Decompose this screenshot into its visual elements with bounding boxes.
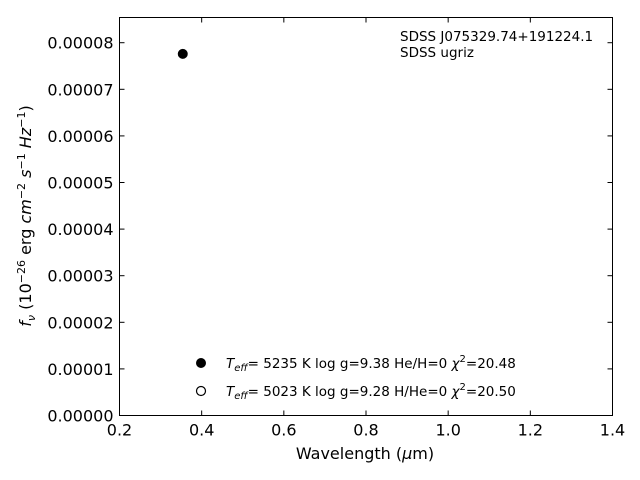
y-axis-title: fν (10−26 erg cm−2 s−1 Hz−1) — [15, 105, 38, 326]
x-tick-label: 0.2 — [107, 421, 132, 440]
annotation-object-name: SDSS J075329.74+191224.1 — [400, 29, 593, 45]
x-tick-label: 0.4 — [189, 421, 214, 440]
x-tick-label: 0.6 — [271, 421, 296, 440]
x-tick-label: 1.0 — [435, 421, 460, 440]
data-points — [177, 48, 188, 59]
legend-marker-open — [195, 385, 207, 397]
y-tick-label: 0.00002 — [47, 313, 113, 332]
data-point — [177, 48, 188, 59]
y-tick-label: 0.00004 — [47, 220, 113, 239]
y-tick-label: 0.00007 — [47, 80, 113, 99]
x-axis-ticks: 0.2 0.4 0.6 0.8 1.0 1.2 1.4 — [107, 17, 625, 440]
y-tick-label: 0.00008 — [47, 34, 113, 53]
legend-entry-2: Teff= 5023 K log g=9.28 H/He=0 χ2=20.50 — [226, 382, 516, 402]
y-axis-ticks: 0.00000 0.00001 0.00002 0.00003 0.00004 0.000… — [47, 34, 613, 426]
x-tick-label: 0.8 — [353, 421, 378, 440]
y-tick-label: 0.00000 — [47, 407, 113, 426]
annotation-survey: SDSS ugriz — [400, 45, 474, 61]
y-tick-label: 0.00001 — [47, 360, 113, 379]
legend-entry-1: Teff= 5235 K log g=9.38 He/H=0 χ2=20.48 — [226, 354, 516, 374]
x-tick-label: 1.4 — [600, 421, 625, 440]
y-tick-label: 0.00003 — [47, 267, 113, 286]
y-tick-label: 0.00005 — [47, 174, 113, 193]
x-axis-title: Wavelength (μm) — [296, 444, 434, 463]
x-tick-label: 1.2 — [518, 421, 543, 440]
y-tick-label: 0.00006 — [47, 127, 113, 146]
legend: Teff= 5235 K log g=9.38 He/H=0 χ2=20.48 … — [195, 354, 516, 402]
legend-marker-filled — [196, 358, 206, 368]
